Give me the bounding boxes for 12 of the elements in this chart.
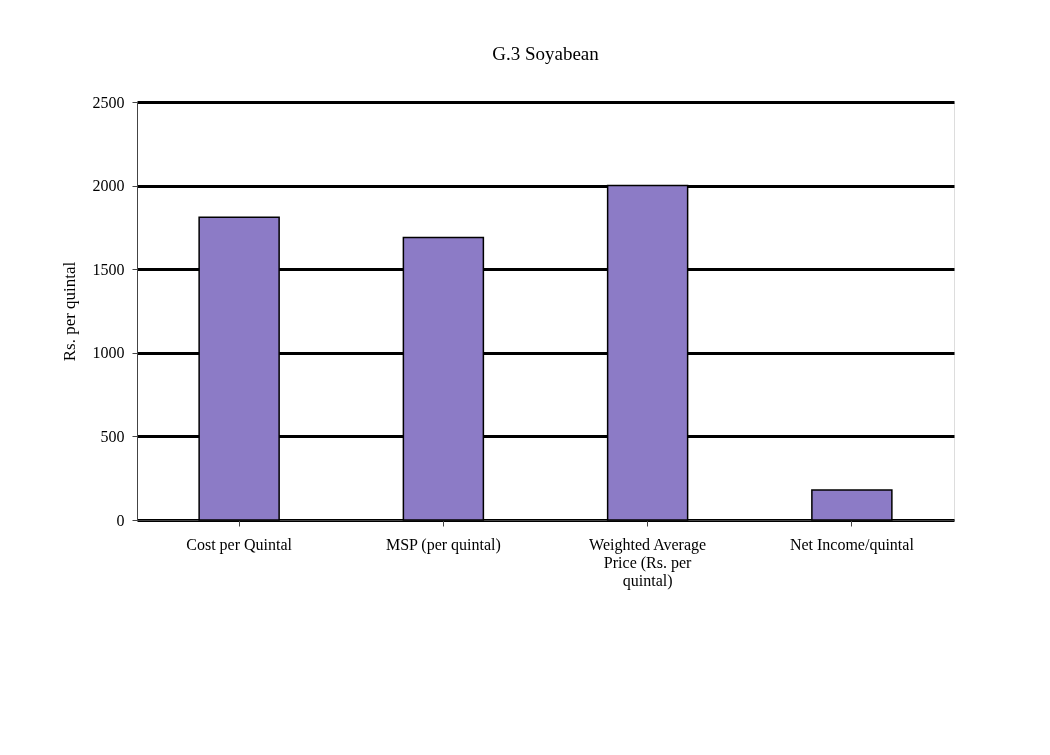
x-tick-label: Cost per Quintal	[186, 535, 293, 554]
y-tick-label: 2000	[92, 177, 125, 195]
x-tick-label: Net Income/quintal	[789, 535, 915, 554]
y-axis-title: Rs. per quintal	[59, 261, 79, 362]
y-tick-label: 2500	[92, 93, 125, 111]
x-tick-label: Weighted Average Price (Rs. per quintal)	[589, 535, 707, 590]
x-tick-label: MSP (per quintal)	[385, 535, 501, 554]
y-tick-label: 1000	[92, 344, 125, 362]
chart-title: G.3 Soyabean	[492, 43, 600, 64]
y-tick-label: 0	[116, 511, 125, 529]
y-tick-label: 1500	[92, 260, 125, 278]
y-tick-label: 500	[100, 427, 125, 445]
